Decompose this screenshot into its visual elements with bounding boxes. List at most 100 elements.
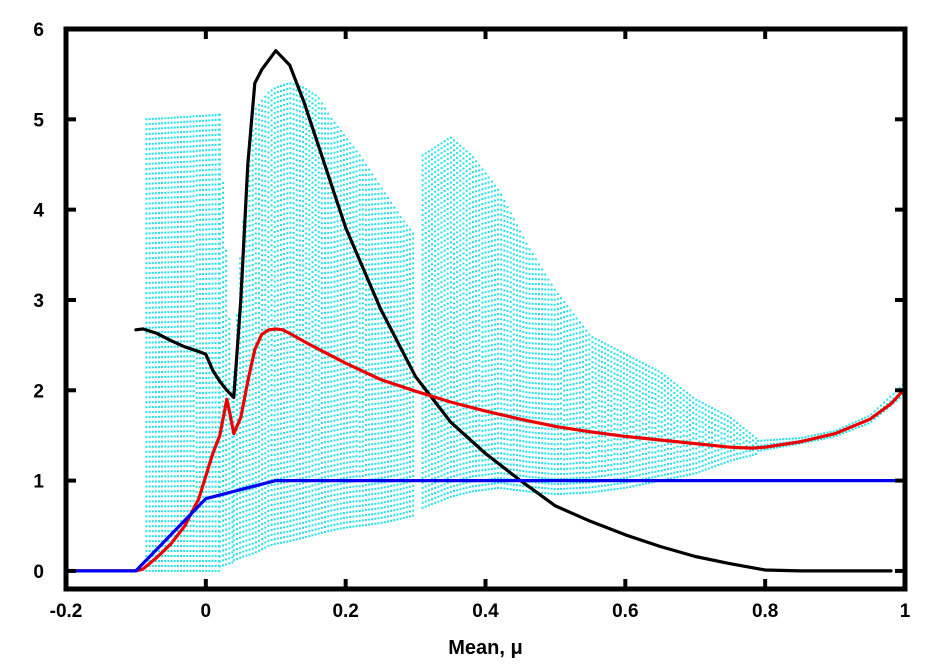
scatter-point bbox=[183, 335, 186, 338]
scatter-point bbox=[202, 119, 204, 122]
scatter-point bbox=[154, 435, 157, 438]
scatter-point bbox=[189, 195, 192, 198]
scatter-point bbox=[286, 515, 289, 518]
scatter-point bbox=[205, 134, 208, 137]
scatter-point bbox=[289, 112, 292, 115]
scatter-point bbox=[214, 332, 217, 335]
scatter-point bbox=[311, 474, 314, 477]
scatter-point bbox=[202, 382, 204, 384]
scatter-point bbox=[295, 413, 298, 416]
scatter-point bbox=[267, 106, 270, 109]
scatter-point bbox=[254, 401, 257, 404]
scatter-point bbox=[298, 482, 301, 485]
scatter-point bbox=[267, 455, 270, 458]
scatter-point bbox=[242, 475, 245, 478]
scatter-point bbox=[164, 132, 167, 135]
scatter-point bbox=[314, 363, 317, 366]
scatter-point bbox=[180, 230, 182, 233]
scatter-point bbox=[273, 231, 276, 233]
scatter-point bbox=[161, 291, 164, 294]
scatter-point bbox=[295, 313, 298, 316]
scatter-point bbox=[298, 428, 301, 431]
scatter-point bbox=[289, 251, 292, 254]
scatter-point bbox=[270, 479, 273, 481]
scatter-point bbox=[208, 381, 211, 384]
scatter-point bbox=[176, 181, 179, 184]
scatter-point bbox=[208, 332, 211, 335]
scatter-point bbox=[154, 132, 157, 135]
scatter-point bbox=[235, 433, 238, 436]
scatter-point bbox=[314, 179, 317, 182]
scatter-point bbox=[302, 140, 304, 143]
scatter-point bbox=[273, 141, 276, 144]
scatter-point bbox=[148, 262, 151, 265]
scatter-point bbox=[305, 277, 308, 280]
scatter-point bbox=[320, 162, 323, 165]
scatter-point bbox=[317, 280, 320, 283]
scatter-point bbox=[267, 171, 270, 174]
scatter-point bbox=[251, 139, 254, 142]
scatter-point bbox=[225, 269, 228, 272]
scatter-point bbox=[205, 376, 208, 379]
scatter-point bbox=[214, 381, 217, 384]
scatter-point bbox=[280, 253, 282, 256]
scatter-point bbox=[205, 480, 208, 483]
scatter-point bbox=[242, 291, 245, 293]
scatter-point bbox=[264, 511, 267, 514]
scatter-point bbox=[186, 535, 189, 537]
scatter-point bbox=[189, 490, 192, 493]
scatter-point bbox=[173, 485, 176, 488]
scatter-point bbox=[189, 130, 192, 133]
scatter-point bbox=[180, 126, 182, 129]
scatter-point bbox=[192, 190, 195, 193]
scatter-point bbox=[242, 520, 245, 523]
scatter-point bbox=[283, 332, 286, 335]
scatter-point bbox=[167, 216, 170, 219]
scatter-point bbox=[314, 458, 317, 461]
scatter-point bbox=[214, 391, 217, 394]
scatter-point bbox=[158, 321, 160, 324]
scatter-point bbox=[248, 463, 251, 466]
scatter-point bbox=[186, 255, 189, 258]
scatter-point bbox=[261, 438, 264, 441]
scatter-point bbox=[292, 113, 295, 116]
scatter-point bbox=[302, 418, 304, 420]
scatter-point bbox=[317, 310, 320, 313]
scatter-point bbox=[283, 267, 286, 270]
scatter-point bbox=[298, 269, 301, 272]
scatter-point bbox=[176, 500, 179, 503]
scatter-point bbox=[289, 281, 292, 284]
scatter-point bbox=[258, 212, 260, 215]
scatter-point bbox=[192, 385, 195, 388]
scatter-point bbox=[276, 160, 279, 163]
scatter-point bbox=[218, 297, 221, 300]
scatter-point bbox=[158, 430, 160, 433]
scatter-point bbox=[254, 147, 257, 150]
scatter-point bbox=[298, 418, 301, 421]
scatter-point bbox=[158, 157, 160, 160]
scatter-point bbox=[145, 143, 148, 146]
scatter-point bbox=[158, 569, 160, 572]
scatter-point bbox=[195, 283, 198, 286]
scatter-point bbox=[167, 560, 170, 562]
scatter-point bbox=[289, 206, 292, 209]
scatter-point bbox=[270, 469, 273, 471]
scatter-point bbox=[232, 549, 235, 552]
scatter-point bbox=[208, 243, 211, 246]
scatter-point bbox=[198, 332, 201, 335]
scatter-point bbox=[242, 465, 245, 468]
scatter-point bbox=[258, 529, 260, 532]
scatter-point bbox=[202, 386, 204, 389]
scatter-point bbox=[289, 142, 292, 145]
scatter-point bbox=[289, 445, 292, 448]
scatter-point bbox=[276, 398, 279, 401]
scatter-point bbox=[302, 126, 304, 129]
scatter-point bbox=[202, 550, 204, 553]
scatter-point bbox=[154, 117, 157, 120]
scatter-point bbox=[170, 375, 173, 378]
scatter-point bbox=[258, 460, 260, 463]
scatter-point bbox=[283, 84, 286, 86]
scatter-point bbox=[161, 341, 164, 344]
scatter-point bbox=[245, 235, 248, 238]
scatter-point bbox=[186, 315, 189, 318]
